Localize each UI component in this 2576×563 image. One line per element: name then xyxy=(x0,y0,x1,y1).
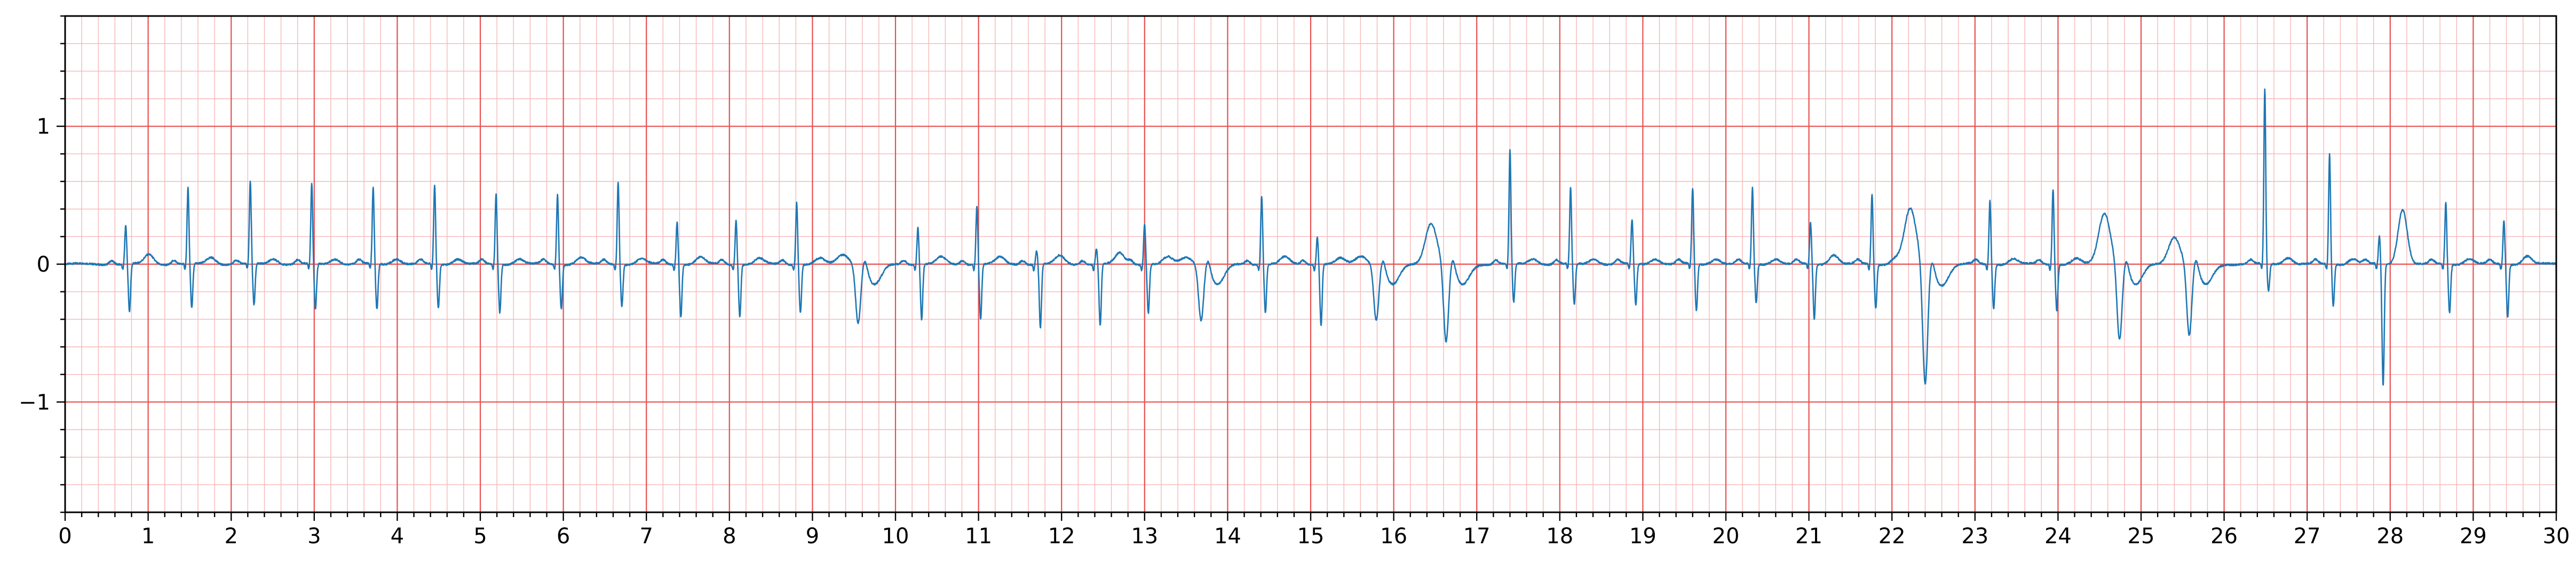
x-tick-label: 10 xyxy=(882,524,909,549)
y-tick-label: 0 xyxy=(37,252,50,277)
x-tick-label: 17 xyxy=(1463,524,1491,549)
x-tick-label: 1 xyxy=(141,524,155,549)
x-tick-label: 4 xyxy=(391,524,404,549)
x-tick-label: 20 xyxy=(1713,524,1740,549)
x-tick-label: 21 xyxy=(1795,524,1822,549)
x-tick-label: 28 xyxy=(2376,524,2404,549)
x-axis: 0 1 2 3 4 5 6 7 8 9 10 11 12 13 14 15 16 17 18 19 20 21 22 23 24… xyxy=(58,512,2570,549)
x-tick-label: 18 xyxy=(1546,524,1573,549)
x-tick-label: 5 xyxy=(473,524,487,549)
ecg-trace-line xyxy=(64,88,2557,386)
x-tick-label: 27 xyxy=(2294,524,2321,549)
x-tick-label: 2 xyxy=(224,524,237,549)
x-tick-label: 8 xyxy=(723,524,736,549)
x-tick-label: 6 xyxy=(557,524,570,549)
y-tick-label: −1 xyxy=(19,390,50,415)
x-tick-label: 15 xyxy=(1297,524,1325,549)
x-tick-label: 0 xyxy=(58,524,72,549)
y-axis: −1 0 1 xyxy=(19,15,65,513)
y-tick-label: 1 xyxy=(37,115,50,139)
ecg-trace-layer xyxy=(64,88,2557,386)
x-tick-label: 26 xyxy=(2210,524,2238,549)
x-tick-label: 19 xyxy=(1629,524,1656,549)
x-tick-label: 16 xyxy=(1380,524,1407,549)
x-tick-label: 14 xyxy=(1214,524,1241,549)
x-tick-label: 25 xyxy=(2128,524,2155,549)
x-tick-label: 3 xyxy=(307,524,321,549)
x-tick-label: 9 xyxy=(806,524,819,549)
x-tick-label: 30 xyxy=(2543,524,2570,549)
x-tick-label: 23 xyxy=(1961,524,1988,549)
x-tick-label: 7 xyxy=(639,524,653,549)
x-tick-label: 29 xyxy=(2460,524,2487,549)
x-tick-label: 22 xyxy=(1879,524,1906,549)
x-tick-label: 12 xyxy=(1048,524,1075,549)
x-tick-label: 11 xyxy=(965,524,992,549)
x-tick-label: 13 xyxy=(1131,524,1158,549)
x-tick-label: 24 xyxy=(2044,524,2072,549)
